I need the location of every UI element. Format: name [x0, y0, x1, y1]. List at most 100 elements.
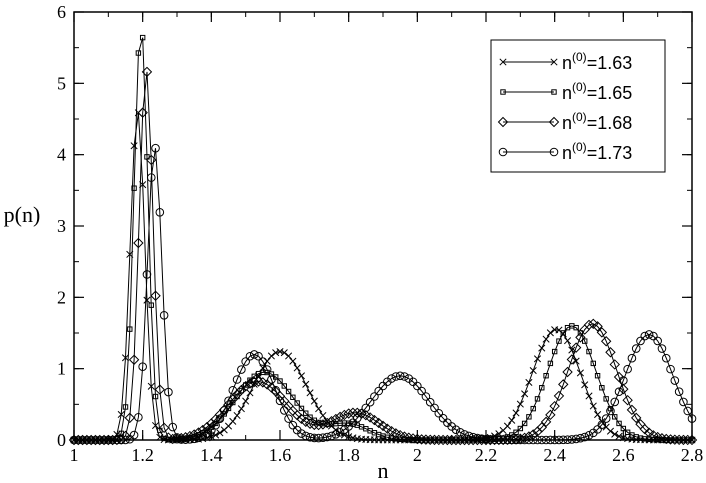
data-point-circle-marker	[395, 371, 405, 381]
data-point-square-marker	[517, 425, 524, 432]
data-point-circle-marker	[232, 375, 242, 384]
data-point-x-marker	[229, 417, 237, 425]
data-point-diamond-marker	[523, 431, 535, 442]
data-point-square-marker	[303, 410, 309, 416]
data-point-circle-marker	[387, 374, 396, 383]
data-point-circle-marker	[159, 311, 169, 320]
data-point-diamond-marker	[313, 419, 324, 431]
data-point-circle-marker	[189, 434, 199, 444]
data-point-diamond-marker	[631, 412, 642, 424]
x-axis-title: n	[378, 458, 389, 483]
data-point-diamond-marker	[497, 116, 509, 128]
data-point-circle-marker	[498, 147, 508, 157]
data-point-circle-marker	[610, 397, 620, 407]
data-point-circle-marker	[623, 364, 632, 374]
data-point-x-marker	[594, 411, 602, 419]
data-point-diamond-marker	[373, 417, 384, 429]
data-point-circle-marker	[194, 433, 203, 443]
data-point-square-marker	[599, 385, 605, 391]
data-point-square-marker	[285, 388, 292, 395]
data-point-diamond-marker	[309, 419, 320, 431]
data-point-diamond-marker	[485, 434, 496, 446]
data-point-diamond-marker	[416, 434, 427, 445]
data-point-diamond-marker	[575, 332, 586, 343]
data-point-square-marker	[238, 387, 245, 394]
data-point-circle-marker	[164, 387, 173, 397]
legend-item: n(0)=1.68	[497, 110, 632, 133]
data-point-square-marker	[586, 348, 592, 355]
data-point-x-marker	[272, 349, 280, 357]
data-point-diamond-marker	[322, 417, 333, 429]
data-point-circle-marker	[340, 425, 349, 434]
data-point-circle-marker	[267, 375, 276, 384]
data-point-circle-marker	[455, 427, 465, 437]
data-point-diamond-marker	[429, 434, 440, 446]
data-point-circle-marker	[430, 403, 439, 413]
data-point-x-marker	[143, 296, 151, 304]
data-point-x-marker	[550, 58, 558, 66]
data-point-diamond-marker	[407, 433, 419, 444]
data-point-circle-marker	[468, 432, 478, 442]
data-point-x-marker	[576, 369, 584, 377]
data-point-diamond-marker	[540, 416, 552, 428]
data-point-square-marker	[526, 414, 532, 420]
data-point-diamond-marker	[77, 434, 88, 446]
data-point-circle-marker	[237, 365, 246, 374]
data-point-circle-marker	[258, 357, 268, 366]
data-point-square-marker	[139, 34, 146, 41]
data-point-circle-marker	[172, 433, 182, 442]
data-point-x-marker	[285, 352, 293, 360]
x-tick-label: 2.4	[543, 445, 566, 465]
data-point-square-marker	[131, 185, 137, 191]
data-point-x-marker	[267, 352, 275, 360]
data-point-diamond-marker	[128, 354, 140, 365]
data-point-circle-marker	[284, 414, 293, 423]
data-point-circle-marker	[249, 350, 259, 359]
data-point-circle-marker	[653, 336, 662, 346]
data-point-square-marker	[534, 396, 541, 402]
data-point-diamond-marker	[154, 384, 166, 395]
data-point-x-marker	[598, 418, 606, 426]
y-tick-label: 5	[57, 73, 66, 93]
data-point-circle-marker	[211, 420, 220, 430]
data-point-circle-marker	[297, 429, 306, 438]
data-point-diamond-marker	[558, 379, 569, 390]
data-point-circle-marker	[571, 434, 581, 444]
data-point-diamond-marker	[673, 434, 685, 446]
data-point-diamond-marker	[253, 376, 264, 387]
data-point-circle-marker	[322, 432, 332, 442]
data-point-square-marker	[551, 89, 557, 95]
data-point-diamond-marker	[661, 433, 672, 445]
data-point-diamond-marker	[669, 434, 681, 445]
data-point-diamond-marker	[158, 422, 170, 434]
legend-label: n(0)=1.65	[562, 80, 632, 103]
data-point-diamond-marker	[249, 376, 260, 388]
data-point-square-marker	[148, 302, 154, 308]
data-point-circle-marker	[627, 353, 637, 363]
x-tick-label: 1.4	[200, 445, 223, 465]
data-point-x-marker	[289, 357, 297, 365]
data-point-x-marker	[233, 411, 241, 420]
data-point-x-marker	[212, 431, 220, 439]
data-point-diamond-marker	[502, 434, 513, 445]
data-point-circle-marker	[438, 413, 448, 423]
legend-label: n(0)=1.68	[562, 110, 632, 133]
data-point-diamond-marker	[609, 359, 620, 370]
legend-item: n(0)=1.65	[500, 80, 632, 103]
data-point-x-marker	[293, 364, 301, 372]
data-point-diamond-marker	[98, 434, 110, 446]
data-point-diamond-marker	[489, 434, 500, 446]
data-point-square-marker	[152, 393, 159, 400]
data-point-diamond-marker	[343, 408, 354, 419]
data-point-circle-marker	[674, 387, 684, 396]
data-point-square-marker	[573, 324, 579, 331]
data-point-diamond-marker	[528, 429, 539, 440]
data-point-circle-marker	[245, 351, 255, 361]
data-point-diamond-marker	[678, 434, 689, 446]
data-point-diamond-marker	[167, 433, 178, 445]
data-point-circle-marker	[352, 413, 362, 423]
data-point-circle-marker	[357, 408, 366, 418]
data-point-x-marker	[310, 397, 318, 405]
data-point-circle-marker	[129, 430, 139, 440]
data-point-circle-marker	[400, 372, 409, 381]
